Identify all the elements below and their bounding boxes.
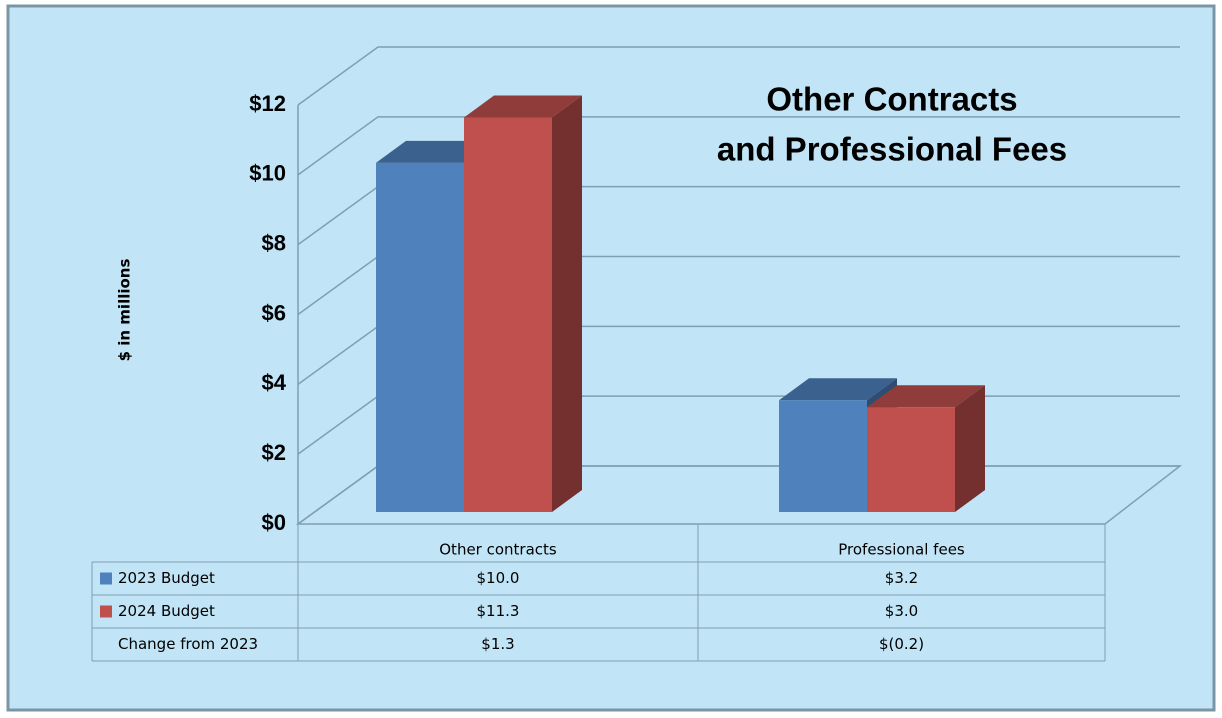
category-label: Professional fees [838, 541, 965, 559]
category-label: Other contracts [439, 541, 557, 559]
y-tick-label: $12 [249, 91, 286, 116]
y-tick-label: $10 [249, 161, 286, 186]
grid-line [297, 116, 1180, 176]
table-value: $3.0 [885, 602, 918, 620]
table-value: $3.2 [885, 569, 918, 587]
y-tick-label: $0 [262, 510, 286, 535]
legend-label: 2024 Budget [118, 602, 215, 620]
y-axis-label: $ in millions [116, 259, 134, 362]
chart-background [6, 4, 1216, 712]
legend-swatch [100, 605, 112, 618]
chart-title: Other Contracts [766, 81, 1017, 118]
bar [867, 407, 955, 512]
table-value: $(0.2) [879, 635, 924, 653]
bar-side [552, 95, 582, 513]
y-tick-label: $6 [262, 300, 286, 325]
bar [464, 117, 552, 513]
table-value: $11.3 [477, 602, 520, 620]
bar [376, 162, 464, 513]
chart-title: and Professional Fees [717, 131, 1067, 168]
grid-line [297, 46, 1180, 106]
bar-side [955, 385, 985, 512]
y-tick-label: $4 [262, 370, 287, 395]
legend-swatch [100, 572, 112, 585]
legend-label: 2023 Budget [118, 569, 215, 587]
table-value: $10.0 [477, 569, 520, 587]
bar [779, 400, 867, 512]
y-tick-label: $8 [262, 230, 286, 255]
bar-top [464, 95, 582, 118]
y-tick-label: $2 [262, 440, 286, 465]
table-value: $1.3 [481, 635, 514, 653]
change-label: Change from 2023 [118, 635, 258, 653]
bar-top [867, 385, 985, 408]
bar-top [779, 378, 897, 401]
